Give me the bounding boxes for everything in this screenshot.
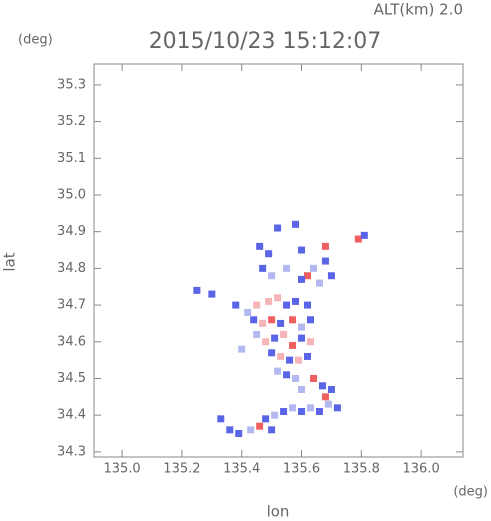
y-tick-label: 35.3 bbox=[57, 77, 86, 92]
echo-cell bbox=[283, 371, 291, 379]
echo-cell bbox=[324, 400, 332, 408]
echo-cell bbox=[280, 407, 288, 415]
echo-cell bbox=[304, 272, 312, 280]
x-tick-label: 135.8 bbox=[343, 462, 380, 477]
echo-cell bbox=[306, 404, 314, 412]
echo-cell bbox=[265, 297, 273, 305]
echo-cell bbox=[259, 319, 267, 327]
y-tick-label: 34.3 bbox=[57, 444, 86, 459]
y-tick-label: 35.2 bbox=[57, 114, 86, 129]
x-unit: (deg) bbox=[453, 485, 488, 500]
echo-cell bbox=[309, 374, 317, 382]
echo-cell bbox=[292, 374, 300, 382]
echo-cell bbox=[208, 290, 216, 298]
echo-cell bbox=[306, 316, 314, 324]
y-tick-label: 34.4 bbox=[57, 408, 86, 423]
echo-cell bbox=[268, 316, 276, 324]
x-axis-label: lon bbox=[267, 503, 290, 521]
x-tick-label: 135.0 bbox=[103, 462, 140, 477]
echo-cell bbox=[298, 334, 306, 342]
echo-cell bbox=[268, 426, 276, 434]
echo-cell bbox=[354, 235, 362, 243]
echo-cell bbox=[298, 385, 306, 393]
echo-cell bbox=[268, 349, 276, 357]
x-tick-label: 135.6 bbox=[283, 462, 320, 477]
echo-cell bbox=[283, 301, 291, 309]
plot-frame bbox=[93, 63, 464, 458]
echo-cell bbox=[247, 426, 255, 434]
echo-cell bbox=[277, 352, 285, 360]
echo-cell bbox=[298, 323, 306, 331]
echo-cell bbox=[274, 224, 282, 232]
echo-cell bbox=[262, 338, 270, 346]
echo-cell bbox=[256, 422, 264, 430]
echo-cell bbox=[268, 272, 276, 280]
y-tick-label: 34.7 bbox=[57, 298, 86, 313]
echo-cell bbox=[327, 272, 335, 280]
y-tick-label: 35.0 bbox=[57, 188, 86, 203]
echo-cell bbox=[232, 301, 240, 309]
chart-title: 2015/10/23 15:12:07 bbox=[149, 29, 382, 54]
echo-cell bbox=[333, 404, 341, 412]
echo-cell bbox=[304, 352, 312, 360]
echo-cell bbox=[315, 279, 323, 287]
y-tick-label: 35.1 bbox=[57, 151, 86, 166]
subtitle: ALT(km) 2.0 bbox=[374, 1, 463, 19]
echo-cell bbox=[259, 264, 267, 272]
y-unit: (deg) bbox=[18, 33, 53, 48]
echo-cell bbox=[309, 264, 317, 272]
echo-cell bbox=[289, 341, 297, 349]
y-tick-label: 34.8 bbox=[57, 261, 86, 276]
echo-cell bbox=[292, 220, 300, 228]
echo-cell bbox=[286, 356, 294, 364]
echo-cell bbox=[253, 301, 261, 309]
echo-cell bbox=[298, 246, 306, 254]
echo-cell bbox=[256, 242, 264, 250]
echo-cell bbox=[265, 250, 273, 258]
echo-cell bbox=[321, 242, 329, 250]
y-tick-label: 34.5 bbox=[57, 371, 86, 386]
echo-cell bbox=[321, 393, 329, 401]
echo-cell bbox=[217, 415, 225, 423]
echo-cell bbox=[321, 257, 329, 265]
x-tick-label: 135.2 bbox=[163, 462, 200, 477]
echo-cell bbox=[238, 345, 246, 353]
y-tick-label: 34.6 bbox=[57, 334, 86, 349]
echo-cell bbox=[360, 231, 368, 239]
echo-cell bbox=[327, 385, 335, 393]
echo-cell bbox=[193, 286, 201, 294]
echo-cell bbox=[277, 319, 285, 327]
echo-cell bbox=[283, 264, 291, 272]
echo-cell bbox=[304, 301, 312, 309]
echo-cell bbox=[280, 330, 288, 338]
x-tick-label: 136.0 bbox=[403, 462, 440, 477]
echo-cell bbox=[274, 294, 282, 302]
echo-cell bbox=[315, 407, 323, 415]
echo-cell bbox=[289, 404, 297, 412]
echo-cell bbox=[244, 308, 252, 316]
echo-cell bbox=[271, 411, 279, 419]
echo-cell bbox=[262, 415, 270, 423]
echo-cell bbox=[226, 426, 234, 434]
echo-cell bbox=[253, 330, 261, 338]
echo-cell bbox=[235, 430, 243, 438]
echo-cell bbox=[274, 367, 282, 375]
echo-cell bbox=[298, 407, 306, 415]
echo-cell bbox=[289, 316, 297, 324]
echo-cell bbox=[271, 334, 279, 342]
echo-cell bbox=[306, 338, 314, 346]
y-tick-label: 34.9 bbox=[57, 224, 86, 239]
y-axis-label: lat bbox=[1, 252, 19, 271]
echo-cell bbox=[318, 382, 326, 390]
echo-cell bbox=[292, 297, 300, 305]
echo-cell bbox=[295, 356, 303, 364]
echo-cell bbox=[298, 275, 306, 283]
x-tick-label: 135.4 bbox=[223, 462, 260, 477]
echo-cell bbox=[250, 316, 258, 324]
